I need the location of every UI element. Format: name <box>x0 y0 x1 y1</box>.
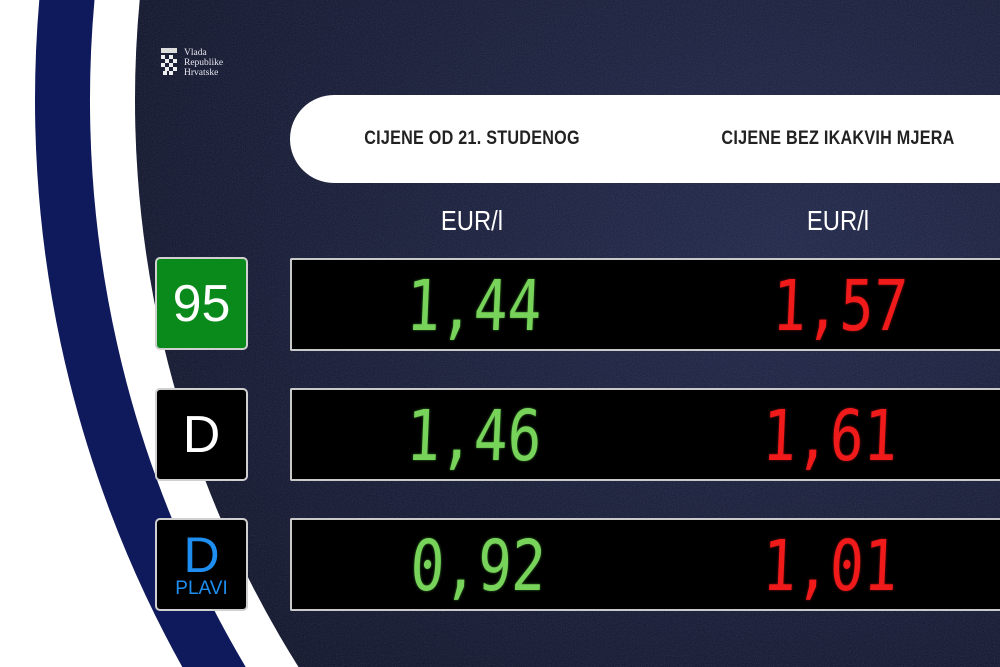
unit-label: EUR/l <box>440 205 504 236</box>
logo-line: Hrvatske <box>184 68 219 78</box>
logo-line: Republike <box>184 58 224 68</box>
fuel-badge-blue-diesel: D PLAVI <box>155 518 248 611</box>
fuel-label: D <box>182 405 221 464</box>
price-row: 0,92 1,01 <box>290 518 1000 611</box>
fuel-badge-diesel: D <box>155 388 248 481</box>
price-row: 1,44 1,57 <box>290 258 1000 351</box>
price-new: 1,44 <box>404 265 544 347</box>
unit-label: EUR/l <box>806 205 870 236</box>
column-header-prices-without-measures: CIJENE BEZ IKAKVIH MJERA <box>721 128 955 149</box>
price-old: 1,01 <box>760 525 900 607</box>
fuel-label: 95 <box>172 274 231 333</box>
price-row: 1,46 1,61 <box>290 388 1000 481</box>
column-header-new-prices: CIJENE OD 21. STUDENOG <box>364 128 580 149</box>
fuel-sublabel: PLAVI <box>175 577 228 599</box>
price-old: 1,57 <box>770 265 910 347</box>
price-old: 1,61 <box>760 395 900 477</box>
fuel-badge-95: 95 <box>155 257 248 350</box>
price-new: 1,46 <box>404 395 544 477</box>
header-banner <box>290 95 1000 183</box>
logo-line: Vlada <box>184 48 207 58</box>
coat-of-arms-icon <box>161 48 177 75</box>
fuel-label: D <box>183 526 220 583</box>
price-new: 0,92 <box>408 525 548 607</box>
government-logo: Vlada Republike Hrvatske <box>160 48 223 78</box>
